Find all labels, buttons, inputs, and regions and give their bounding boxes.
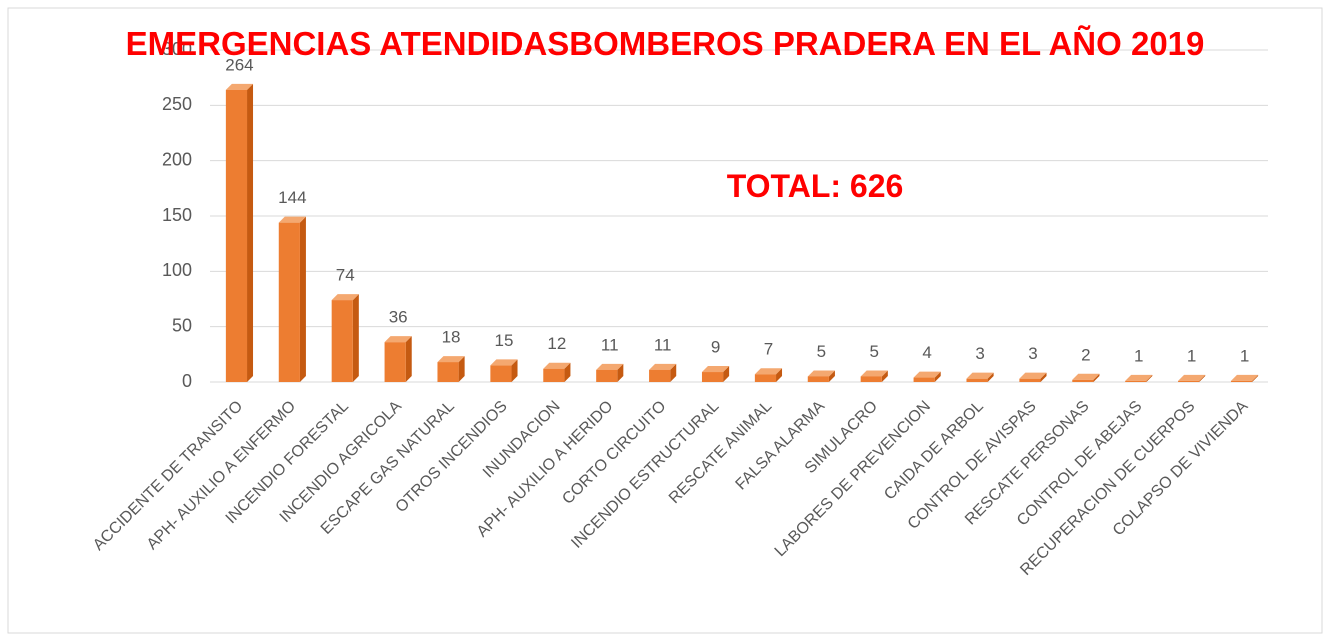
bar-side xyxy=(1040,372,1047,382)
bar-side xyxy=(299,216,306,382)
bar-side xyxy=(1199,374,1206,382)
bar xyxy=(278,222,300,382)
bar xyxy=(1178,380,1200,382)
bar-top xyxy=(649,363,677,370)
bar xyxy=(331,300,353,382)
value-label: 5 xyxy=(870,342,879,361)
value-label: 9 xyxy=(711,338,720,357)
y-tick-label: 0 xyxy=(182,371,192,391)
y-tick-label: 200 xyxy=(162,149,192,169)
value-label: 1 xyxy=(1134,346,1143,365)
bar xyxy=(807,376,829,382)
bar-top xyxy=(384,336,412,343)
value-label: 1 xyxy=(1187,346,1196,365)
bar xyxy=(1072,379,1094,382)
bar-top xyxy=(331,294,359,301)
chart-title: EMERGENCIAS ATENDIDASBOMBEROS PRADERA EN… xyxy=(125,25,1205,62)
bar-top xyxy=(754,368,783,375)
bar-side xyxy=(670,363,677,382)
value-label: 5 xyxy=(817,342,826,361)
value-label: 18 xyxy=(442,328,461,347)
value-label: 4 xyxy=(922,343,931,362)
value-label: 36 xyxy=(389,308,408,327)
bar xyxy=(437,362,459,382)
bar-top xyxy=(1019,372,1047,379)
bar xyxy=(860,376,882,382)
y-tick-label: 50 xyxy=(172,315,192,335)
value-label: 74 xyxy=(336,266,355,285)
bar-top xyxy=(807,370,835,377)
annotation: TOTAL: 626 xyxy=(726,168,904,204)
bar-side xyxy=(247,83,254,382)
bar-side xyxy=(776,368,783,382)
bar-top xyxy=(701,366,730,373)
bar-side xyxy=(1252,374,1259,382)
bar xyxy=(754,374,777,382)
chart-border xyxy=(7,7,1323,634)
bar-side xyxy=(987,372,994,382)
bar-side xyxy=(828,370,835,382)
bar-side xyxy=(617,363,624,382)
value-label: 264 xyxy=(225,55,253,74)
bar-side xyxy=(723,366,730,382)
bar-side xyxy=(405,336,412,382)
value-label: 7 xyxy=(764,340,773,359)
bar-top xyxy=(1178,374,1206,381)
bar xyxy=(596,369,618,382)
bar-top xyxy=(913,371,941,378)
bar-side xyxy=(564,362,571,382)
bar xyxy=(384,342,406,382)
bar-side xyxy=(1146,374,1153,382)
value-label: 144 xyxy=(278,188,306,207)
bar xyxy=(701,372,724,382)
bar-top xyxy=(1072,373,1100,380)
bar xyxy=(966,378,988,382)
bar-side xyxy=(352,294,359,382)
bar-top xyxy=(966,372,994,379)
value-label: 3 xyxy=(975,344,984,363)
bar-top xyxy=(437,356,465,363)
bar-top xyxy=(1230,374,1259,381)
value-label: 15 xyxy=(494,331,513,350)
bar-top xyxy=(596,363,624,370)
value-label: 3 xyxy=(1028,344,1037,363)
bar-top xyxy=(860,370,888,377)
bar-top xyxy=(278,216,306,223)
bar xyxy=(225,89,248,382)
bar xyxy=(490,365,512,382)
y-tick-label: 250 xyxy=(162,94,192,114)
bar xyxy=(1125,380,1147,382)
bar-side xyxy=(881,370,888,382)
bar-top xyxy=(490,359,518,366)
bar-top xyxy=(1125,374,1153,381)
value-label: 11 xyxy=(654,335,672,354)
y-tick-label: 100 xyxy=(162,260,192,280)
bar-top xyxy=(225,83,254,90)
bar xyxy=(543,368,565,382)
y-tick-label: 150 xyxy=(162,205,192,225)
bar xyxy=(913,377,935,382)
value-label: 11 xyxy=(601,335,619,354)
bar xyxy=(1019,378,1041,382)
bar xyxy=(649,369,671,382)
bar-side xyxy=(1093,373,1100,382)
value-label: 12 xyxy=(547,334,566,353)
value-label: 2 xyxy=(1081,345,1090,364)
bar-top xyxy=(543,362,571,369)
bar-side xyxy=(511,359,518,382)
bar-side xyxy=(934,371,941,382)
bar xyxy=(1230,380,1253,382)
value-label: 1 xyxy=(1240,346,1249,365)
bar-side xyxy=(458,356,465,382)
y-tick-label: 300 xyxy=(162,39,192,59)
